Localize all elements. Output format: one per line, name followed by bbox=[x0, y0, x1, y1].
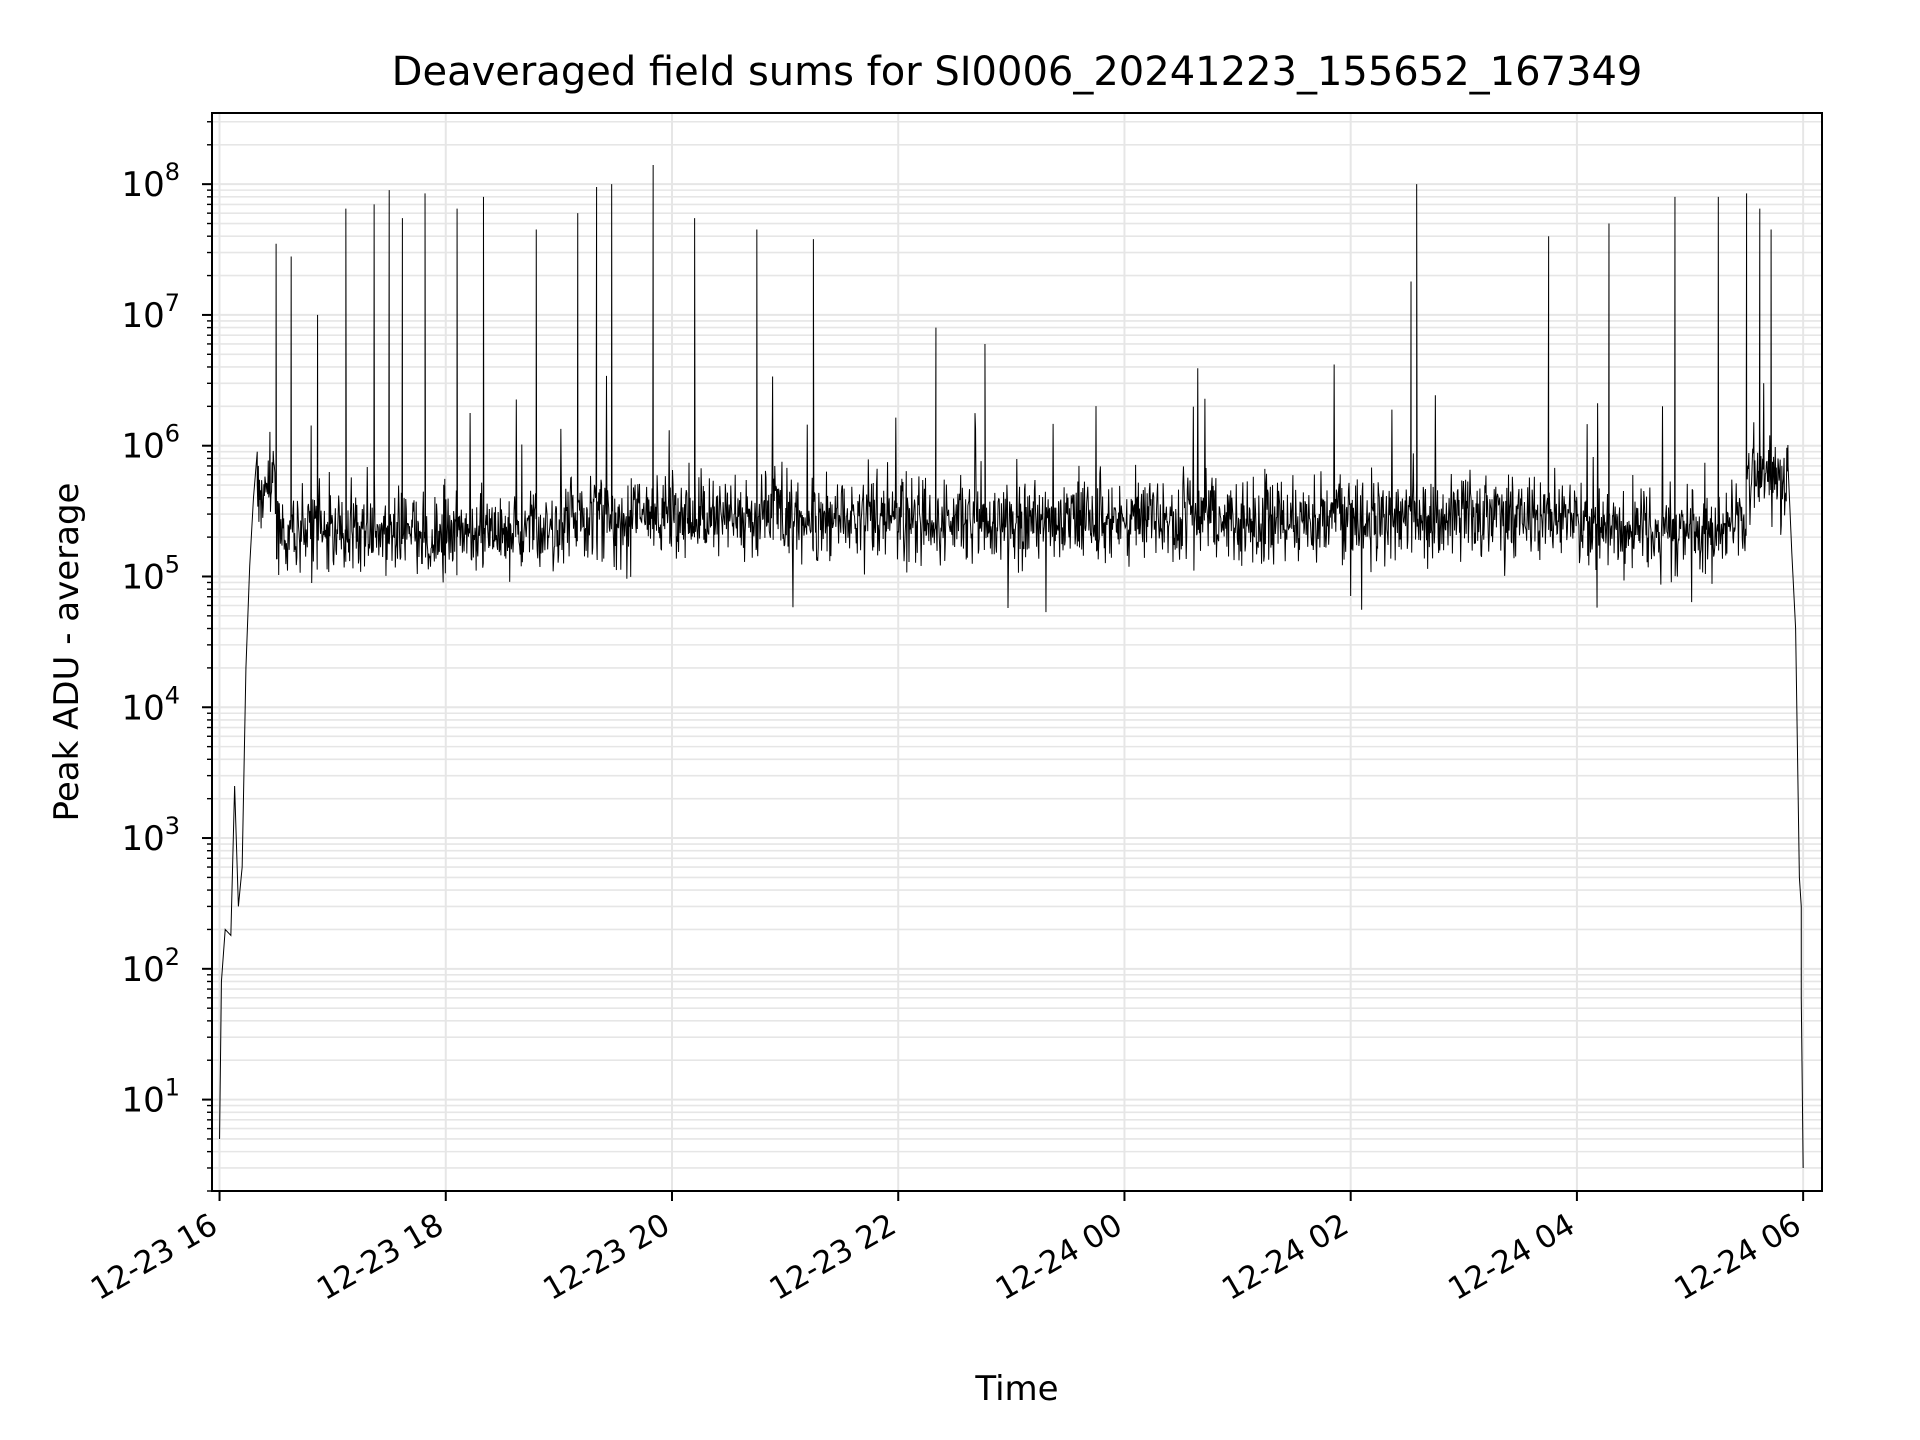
y-tick-label: 102 bbox=[121, 943, 180, 990]
plot-frame bbox=[211, 112, 1823, 1192]
data-series bbox=[219, 165, 1804, 1168]
x-axis-label: Time bbox=[974, 1369, 1058, 1409]
y-tick-label: 108 bbox=[121, 158, 180, 205]
y-tick-label: 106 bbox=[121, 420, 180, 467]
y-tick-label: 105 bbox=[121, 550, 180, 597]
y-tick-label: 101 bbox=[121, 1074, 180, 1121]
grid bbox=[212, 113, 1822, 1192]
y-tick-label: 107 bbox=[121, 289, 180, 336]
y-axis-label: Peak ADU - average bbox=[47, 483, 87, 822]
series-line bbox=[219, 165, 1804, 1168]
y-tick-label: 104 bbox=[121, 681, 180, 728]
y-tick-label: 103 bbox=[121, 812, 180, 859]
chart-title: Deaveraged field sums for SI0006_2024122… bbox=[392, 49, 1643, 95]
y-axis: 101 102 103 104 105 106 107 108 bbox=[121, 121, 212, 1192]
